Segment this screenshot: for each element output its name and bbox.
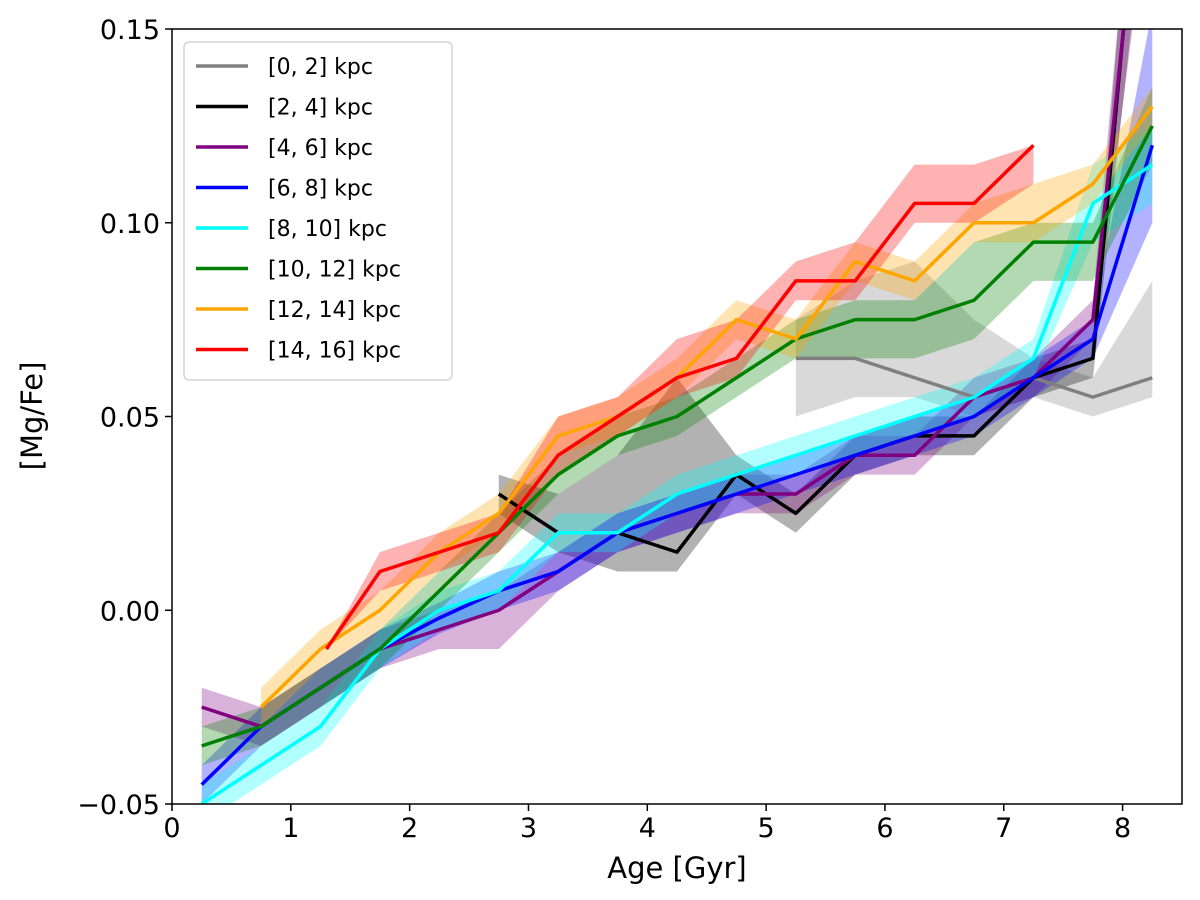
x-tick-label: 8 bbox=[1114, 813, 1131, 844]
band-series-4 bbox=[201, 125, 1153, 804]
x-tick-label: 1 bbox=[282, 813, 299, 844]
line-series-4 bbox=[200, 163, 1154, 804]
legend-box bbox=[183, 41, 453, 381]
legend-label: [12, 14] kpc bbox=[268, 298, 401, 323]
x-tick-label: 0 bbox=[163, 813, 180, 844]
x-tick-label: 6 bbox=[876, 813, 893, 844]
legend-label: [4, 6] kpc bbox=[268, 136, 373, 161]
x-tick-label: 5 bbox=[758, 813, 775, 844]
y-tick-label: 0.05 bbox=[100, 403, 160, 434]
legend: [0, 2] kpc [2, 4] kpc [4, 6] kpc [6, 8] kpc… bbox=[183, 41, 453, 381]
y-tick-label: −0.05 bbox=[77, 790, 160, 821]
legend-label: [8, 10] kpc bbox=[268, 217, 387, 242]
y-tick-label: 0.10 bbox=[100, 209, 160, 240]
legend-label: [2, 4] kpc bbox=[268, 96, 373, 121]
line-series-6 bbox=[259, 105, 1154, 709]
x-tick-label: 4 bbox=[639, 813, 656, 844]
series-lines bbox=[200, 29, 1154, 804]
y-tick-label: 0.00 bbox=[100, 596, 160, 627]
y-axis-title: [Mg/Fe] bbox=[15, 362, 49, 471]
x-axis-title: Age [Gyr] bbox=[607, 851, 747, 885]
legend-label: [10, 12] kpc bbox=[268, 258, 401, 283]
legend-label: [0, 2] kpc bbox=[268, 55, 373, 80]
x-tick-label: 3 bbox=[520, 813, 537, 844]
band-series-5 bbox=[201, 87, 1153, 766]
x-tick-label: 2 bbox=[401, 813, 418, 844]
y-axis: −0.05 0.00 0.05 0.10 0.15 bbox=[77, 15, 172, 821]
x-tick-label: 7 bbox=[995, 813, 1012, 844]
line-series-7 bbox=[325, 143, 1035, 650]
line-series-5 bbox=[201, 125, 1154, 748]
legend-label: [14, 16] kpc bbox=[268, 339, 401, 364]
band-series-7 bbox=[326, 145, 1034, 649]
x-axis: 0 1 2 3 4 5 6 7 8 bbox=[163, 804, 1131, 844]
legend-label: [6, 8] kpc bbox=[268, 177, 373, 202]
band-series-0-b bbox=[795, 261, 1153, 417]
y-tick-label: 0.15 bbox=[100, 15, 160, 46]
